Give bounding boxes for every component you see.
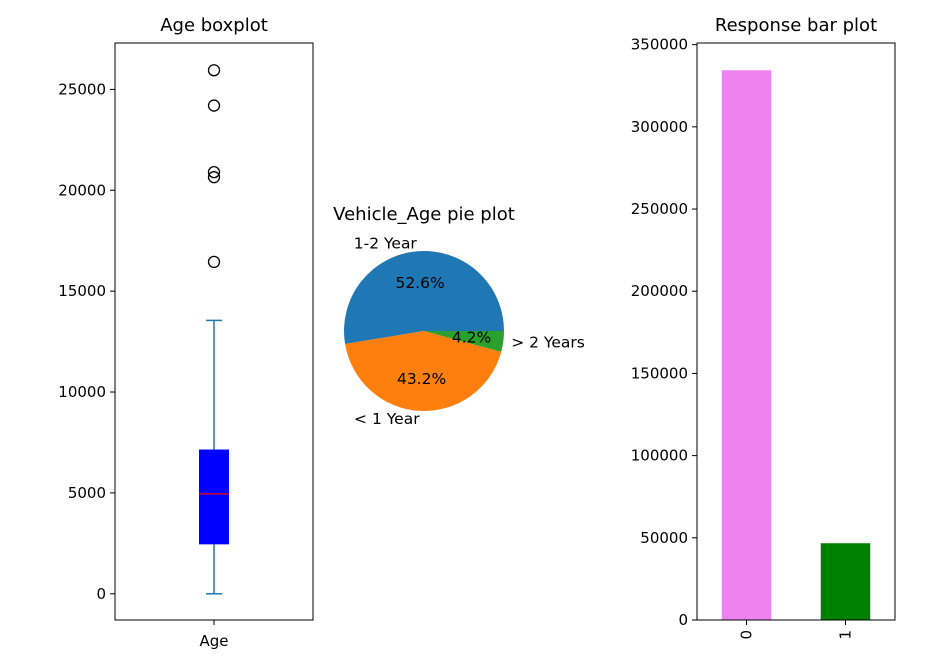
bar-x-tick-label: 0 [738, 630, 756, 640]
bar-y-tick-label: 350000 [631, 36, 688, 54]
bar [721, 70, 772, 620]
pie-title: Vehicle_Age pie plot [333, 204, 515, 225]
pie-pct-label: 52.6% [395, 274, 444, 292]
bar [820, 543, 871, 620]
bar-marks [721, 70, 871, 620]
bar-y-axis: 0 50000 100000 150000 200000 250000 300000 3500… [631, 36, 697, 629]
pie-slice [344, 251, 504, 345]
boxplot-y-tick-label: 5000 [68, 484, 106, 502]
pie-slice [345, 331, 502, 412]
boxplot-outlier [207, 171, 221, 184]
boxplot-y-tick-label: 0 [96, 585, 106, 603]
pie-pct-label: 43.2% [397, 370, 446, 388]
pie-marks: 52.6% 1-2 Year 43.2% < 1 Year 4.2% > 2 Years [344, 234, 585, 428]
boxplot-title: Age boxplot [160, 15, 268, 36]
bar-x-tick-label: 1 [837, 630, 855, 640]
pie-category-label: < 1 Year [354, 410, 420, 428]
pie-slice [424, 331, 504, 352]
boxplot-outlier [207, 165, 221, 179]
boxplot-y-tick-label: 10000 [58, 383, 106, 401]
vehicle-age-pie-panel: Vehicle_Age pie plot 52.6% 1-2 Year 43.2% <… [333, 204, 585, 428]
boxplot-outlier [207, 64, 221, 77]
bar-y-tick-label: 50000 [640, 529, 688, 547]
boxplot-y-tick-label: 20000 [58, 181, 106, 199]
age-boxplot-panel: Age boxplot 0 5000 10000 15000 20000 25000 Ag… [58, 15, 314, 650]
bar-frame [696, 42, 896, 621]
boxplot-y-tick-label: 15000 [58, 282, 106, 300]
pie-pct-label: 4.2% [452, 328, 491, 346]
pie-category-label: > 2 Years [511, 334, 585, 352]
boxplot-outlier [207, 255, 221, 269]
boxplot-marks [199, 64, 229, 595]
bar-y-tick-label: 100000 [631, 447, 688, 465]
bar-y-tick-label: 150000 [631, 364, 688, 382]
bar-title: Response bar plot [715, 15, 877, 36]
boxplot-y-tick-label: 25000 [58, 80, 106, 98]
boxplot-x-tick-label: Age [199, 632, 228, 650]
bar-y-tick-label: 200000 [631, 282, 688, 300]
boxplot-y-axis: 0 5000 10000 15000 20000 25000 [58, 80, 115, 603]
boxplot-outlier [207, 99, 221, 112]
bar-y-tick-label: 0 [678, 611, 688, 629]
bar-y-tick-label: 250000 [631, 200, 688, 218]
pie-category-label: 1-2 Year [354, 234, 418, 252]
response-bar-panel: Response bar plot 0 50000 100000 150000 2000… [631, 15, 896, 640]
boxplot-box [199, 449, 229, 545]
bar-y-tick-label: 300000 [631, 118, 688, 136]
